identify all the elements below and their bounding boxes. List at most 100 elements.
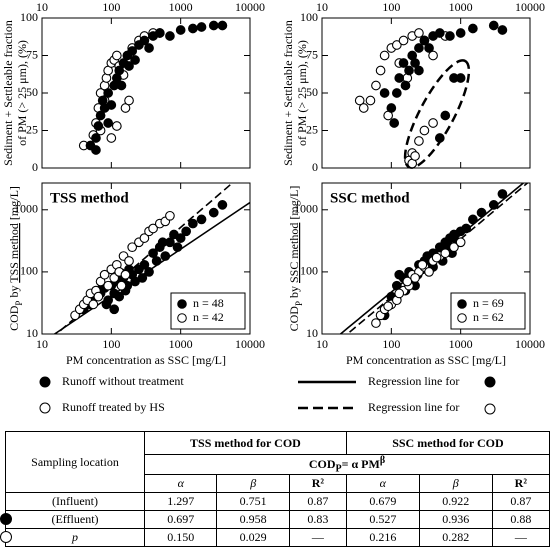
data-row: p 0.150 0.029—0.216 0.282— (5, 528, 551, 548)
data-point (440, 110, 451, 121)
y-label-part: COD (7, 305, 21, 331)
x-tick-label: 100 (382, 0, 400, 14)
legend-marker (484, 376, 496, 388)
table-value: 0.216 (345, 528, 420, 548)
data-point (402, 276, 413, 287)
equation-part: P (335, 463, 342, 475)
legend-label: n = 48 (193, 296, 224, 310)
data-point (103, 280, 114, 291)
y-axis-label: CODP by SSC method [mg/L] (287, 186, 304, 332)
x-tick-label: 10 (316, 0, 328, 14)
x-tick-label: 10 (36, 337, 48, 351)
equation-part: COD (308, 457, 336, 471)
data-point (404, 65, 414, 76)
y-tick-label: 0 (32, 160, 38, 174)
equation-part: = α PM (341, 457, 380, 471)
row-label: p (5, 528, 145, 548)
data-point (175, 25, 186, 35)
data-point (383, 301, 394, 312)
table-value: 0.751 (216, 492, 290, 512)
y-label-part: by (287, 283, 301, 301)
column-header: β (418, 474, 493, 494)
data-point (91, 145, 101, 155)
data-point (497, 25, 508, 35)
y-tick-label: 1000 (14, 202, 38, 216)
y-label-part: P (14, 301, 24, 306)
data-point (188, 23, 198, 34)
data-point (106, 100, 117, 110)
table-value: 0.83 (288, 510, 347, 530)
y-axis-label: of PM (> 25 μm), (%) (295, 40, 309, 146)
table-value: 0.87 (491, 492, 551, 512)
y-tick-label: 100 (20, 264, 38, 278)
table-value: 0.958 (216, 510, 290, 530)
table-value: 0.87 (288, 492, 347, 512)
data-point (160, 251, 171, 261)
data-point (124, 61, 134, 71)
legend-marker (39, 376, 51, 388)
data-point (468, 23, 478, 34)
data-point (394, 288, 405, 299)
data-point (196, 214, 207, 225)
column-header: R² (288, 474, 347, 494)
plot-area (339, 183, 529, 334)
y-tick-label: 50 (26, 85, 38, 99)
data-point (130, 55, 140, 65)
legend-label: n = 42 (193, 310, 224, 324)
data-point (440, 248, 451, 259)
x-tick-label: 10 (316, 337, 328, 351)
y-axis-label: of PM (> 25 μm), (%) (15, 40, 29, 146)
x-tick-label: 100 (102, 337, 120, 351)
table-value: 0.150 (143, 528, 218, 548)
table-value: 0.029 (216, 528, 290, 548)
y-tick-label: 0 (312, 160, 318, 174)
data-point (419, 125, 430, 136)
data-point (386, 103, 397, 113)
data-point (398, 58, 409, 68)
data-point (181, 226, 192, 237)
data-point (365, 95, 376, 106)
y-axis-label: CODP by TSS method [mg/L] (7, 186, 24, 331)
legend-marker (177, 313, 187, 323)
row-label: (Influent) (5, 492, 145, 512)
data-point (424, 43, 434, 53)
data-point (208, 207, 219, 218)
data-point (139, 259, 150, 270)
data-point (375, 65, 386, 76)
data-point (124, 256, 134, 266)
regression-line (55, 183, 234, 334)
x-axis-label: PM concentration as SSC [mg/L] (346, 353, 506, 367)
data-point (93, 291, 104, 302)
data-point (101, 299, 112, 310)
data-point (120, 269, 131, 280)
x-tick-label: 10000 (235, 0, 265, 14)
y-tick-label: 10 (306, 326, 318, 340)
data-point (431, 252, 442, 263)
y-label-part: SSC method (287, 223, 301, 283)
data-point (445, 31, 455, 41)
table-value: — (288, 528, 347, 548)
data-point (428, 50, 438, 61)
plot-area (354, 20, 508, 168)
y-tick-label: 1000 (294, 202, 318, 216)
data-point (144, 267, 154, 277)
data-point (461, 223, 472, 234)
y-tick-label: 75 (26, 47, 38, 61)
plot-area (78, 20, 228, 155)
data-point (424, 267, 434, 277)
data-point (410, 151, 420, 161)
data-point (154, 28, 165, 38)
header-cell: SSC method for COD (345, 431, 551, 455)
data-point (468, 214, 478, 225)
data-point (400, 80, 411, 91)
x-tick-label: 10 (36, 0, 48, 14)
column-header: α (345, 474, 420, 494)
table-value: 0.679 (345, 492, 420, 512)
data-point (217, 200, 228, 210)
table-value: 1.297 (143, 492, 218, 512)
data-point (434, 133, 445, 143)
data-point (157, 237, 168, 248)
column-header: R² (491, 474, 551, 494)
data-point (217, 20, 228, 31)
